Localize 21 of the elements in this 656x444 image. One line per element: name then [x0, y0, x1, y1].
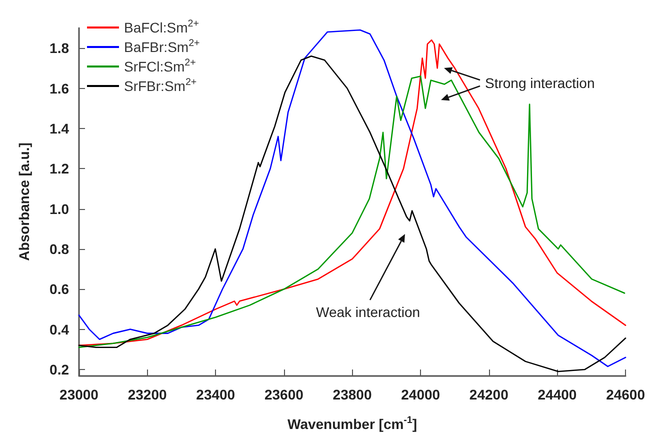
x-tick-label: 24000: [401, 386, 440, 402]
y-tick-label: 1.8: [50, 40, 70, 56]
x-tick-label: 23000: [60, 386, 99, 402]
y-tick-label: 0.2: [50, 361, 70, 378]
x-tick-label: 24400: [538, 386, 577, 402]
x-tick-label: 24600: [606, 386, 646, 402]
y-axis-title: Absorbance [a.u.]: [16, 142, 32, 261]
annotation: Strong interaction: [485, 75, 595, 91]
x-tick-label: 24200: [469, 386, 509, 402]
y-tick-label: 0.4: [50, 321, 70, 338]
x-tick-label: 23600: [264, 386, 304, 402]
x-tick-label: 23800: [332, 386, 372, 402]
y-tick-label: 1.4: [50, 120, 70, 136]
annotation: Weak interaction: [316, 304, 420, 320]
x-tick-label: 23400: [196, 386, 236, 402]
y-tick-label: 1.0: [50, 200, 70, 217]
y-tick-label: 1.2: [50, 160, 70, 177]
x-tick-label: 23200: [128, 386, 167, 402]
y-tick-label: 0.6: [50, 281, 70, 298]
y-tick-label: 0.8: [50, 240, 70, 257]
y-tick-label: 1.6: [50, 80, 70, 96]
